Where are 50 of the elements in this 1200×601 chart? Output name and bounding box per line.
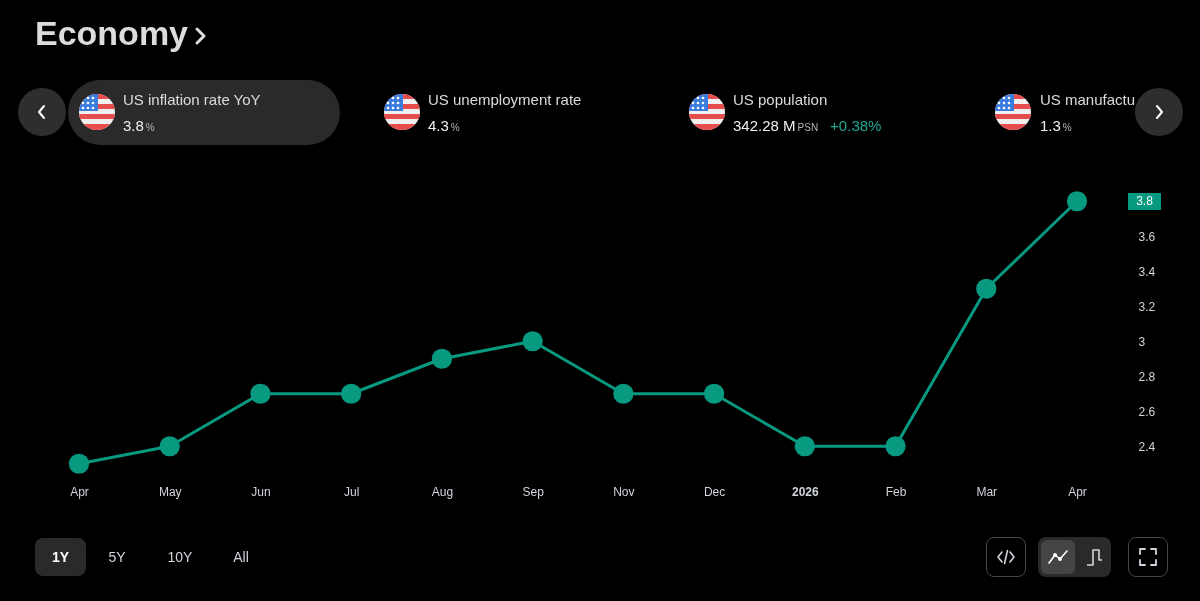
text: 3.8 <box>123 117 144 135</box>
text: US inflation rate YoY <box>123 91 261 109</box>
y-tick-label: 2.8 <box>1138 369 1156 384</box>
text: 10Y <box>166 548 194 567</box>
text: All <box>232 548 250 567</box>
y-tick-label: 3 <box>1138 334 1146 349</box>
text: % <box>1062 121 1072 135</box>
y-tick-label: 3.6 <box>1138 229 1156 244</box>
text: PSN <box>797 121 819 135</box>
x-tick-label: Apr <box>1068 485 1087 500</box>
x-tick-label: Jul <box>344 485 360 500</box>
x-tick-label: Jun <box>251 485 271 500</box>
text: 4.3 <box>428 117 449 135</box>
text: US unemployment rate <box>428 91 582 109</box>
x-tick-label: Nov <box>613 485 635 500</box>
x-tick-label: Dec <box>703 485 726 500</box>
annotation: 3.8 <box>1128 192 1161 210</box>
x-tick-label: 2026 <box>791 485 819 500</box>
chart-title: Economy <box>35 13 189 54</box>
x-tick-label: Aug <box>431 485 454 500</box>
selected-range-tab: 1Y <box>35 538 86 576</box>
text: US population <box>733 91 828 109</box>
point <box>68 453 90 474</box>
text: 1.3 <box>1040 117 1061 135</box>
y-tick-label: 3.4 <box>1138 264 1156 279</box>
x-tick-label: Feb <box>885 485 907 500</box>
text: 342.28 M <box>733 117 796 135</box>
text: US manufactu <box>1040 91 1136 109</box>
y-tick-label: 2.6 <box>1138 404 1156 419</box>
point <box>1066 191 1088 212</box>
point <box>522 331 543 352</box>
x-tick-label: May <box>158 485 182 500</box>
point <box>703 383 725 404</box>
point <box>885 436 906 457</box>
text: % <box>145 121 155 135</box>
y-tick-label: 2.4 <box>1138 439 1156 454</box>
x-tick-label: Mar <box>976 485 998 500</box>
point <box>341 383 362 404</box>
point <box>613 383 634 404</box>
point <box>794 436 815 457</box>
x-tick-label: Apr <box>70 485 89 500</box>
text: % <box>450 121 460 135</box>
text: 5Y <box>107 548 127 567</box>
y-tick-label: 3.2 <box>1138 299 1156 314</box>
point <box>431 348 453 369</box>
text: +0.38% <box>830 117 882 135</box>
point <box>250 383 271 404</box>
point <box>976 278 997 299</box>
x-tick-label: Sep <box>522 485 545 500</box>
point <box>159 436 180 457</box>
